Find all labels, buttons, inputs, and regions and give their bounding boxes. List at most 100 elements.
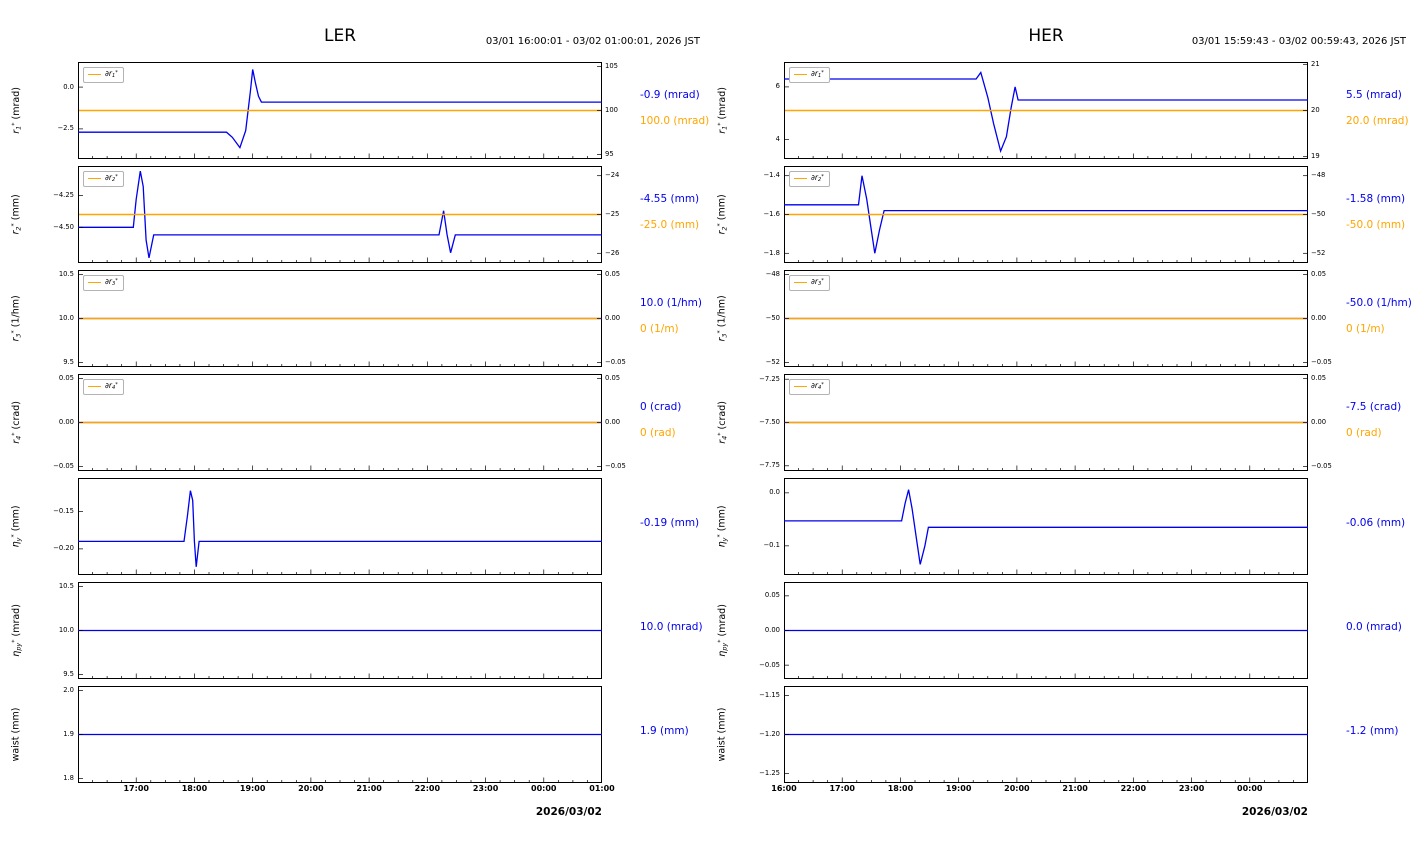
legend-label: ∂r3*	[105, 277, 118, 288]
plot-canvas-ler-etay	[78, 478, 602, 575]
y-tick-label: −4.25	[53, 190, 74, 199]
legend-line-swatch	[88, 74, 101, 76]
y2-tick-label: 0.00	[1311, 314, 1327, 322]
y2-tick-label: 21	[1311, 59, 1320, 68]
x-tick-label: 20:00	[1004, 784, 1030, 793]
x-tick-label: 23:00	[1178, 784, 1205, 793]
y-tick-label: 1.9	[63, 730, 74, 738]
current-value-blue-waist: -1.2 (mm)	[1346, 724, 1399, 737]
y-tick-label: 2.0	[63, 685, 74, 694]
current-value-orange-r4: 0 (rad)	[1346, 427, 1382, 440]
current-value-orange-r3: 0 (1/m)	[1346, 323, 1385, 336]
plot-her-etapy: 0.05 0.00 −0.05 ηpy* (mrad) 0.0 (mrad)	[706, 582, 1412, 679]
y2-tick-label: −52	[1311, 248, 1326, 257]
y2-tick-label: 0.05	[1311, 269, 1327, 278]
plot-canvas-ler-r3	[78, 270, 602, 367]
current-value-blue-r1: 5.5 (mrad)	[1346, 89, 1402, 102]
y2-tick-label: 105	[605, 61, 618, 70]
y-axis-label: r1* (mrad)	[0, 62, 65, 159]
y2-tick-label: −0.05	[605, 358, 626, 367]
y-axis-label: r2* (mm)	[0, 166, 65, 263]
plot-ler-waist: 2.0 1.9 1.8 waist (mm) 1.9 (mm)	[0, 686, 706, 783]
y-tick-label: −1.15	[759, 690, 780, 699]
current-value-blue-etapy: 0.0 (mrad)	[1346, 620, 1402, 633]
x-tick-label: 20:00	[298, 784, 324, 793]
legend-r3: ∂r3*	[789, 275, 830, 291]
panel-title-ler: LER	[323, 26, 357, 46]
y-tick-label: −7.75	[759, 461, 780, 470]
legend-line-swatch	[88, 282, 101, 284]
current-value-blue-r2: -1.58 (mm)	[1346, 193, 1406, 206]
x-tick-label: 17:00	[123, 784, 149, 793]
legend-line-swatch	[794, 178, 807, 180]
y-tick-label: −7.25	[759, 374, 780, 383]
x-tick-label: 00:00	[1237, 784, 1263, 793]
y2-tick-label: 0.00	[1311, 418, 1327, 426]
current-value-blue-r1: -0.9 (mrad)	[640, 89, 700, 102]
y-tick-label: −1.20	[759, 730, 780, 738]
y2-tick-label: 0.00	[605, 314, 621, 322]
legend-line-swatch	[88, 386, 101, 388]
y-axis-label-text: ηy* (mm)	[715, 505, 729, 548]
plot-ler-r3: 10.5 10.0 9.5 0.05 0.00 −0.05 r3* (1/hm) ∂r3* 10…	[0, 270, 706, 367]
current-value-orange-r4: 0 (rad)	[640, 427, 676, 440]
y2-tick-label: −0.05	[1311, 462, 1332, 471]
y-tick-label: 4	[775, 134, 780, 143]
y2-tick-label: −0.05	[1311, 358, 1332, 367]
plot-canvas-ler-r1	[78, 62, 602, 159]
legend-label: ∂r2*	[811, 173, 824, 184]
y-tick-label: −1.4	[763, 171, 780, 180]
y-tick-label: 0.05	[58, 373, 74, 382]
plot-ler-r1: 0.0 −2.5 105 100 95 r1* (mrad) ∂r1* -0.9 (mrad)…	[0, 61, 709, 159]
y2-tick-label: −24	[605, 171, 620, 180]
x-tick-label: 00:00	[531, 784, 557, 793]
y2-tick-label: −0.05	[605, 462, 626, 471]
y-tick-label: 1.8	[63, 774, 74, 783]
current-value-blue-etay: -0.19 (mm)	[640, 516, 700, 529]
y2-tick-label: −48	[1311, 171, 1326, 180]
y-tick-label: −1.8	[763, 248, 780, 257]
y2-tick-label: −25	[605, 210, 620, 218]
y-tick-label: 0.0	[769, 488, 780, 497]
date-label-her: 2026/03/02	[1241, 806, 1308, 818]
legend-line-swatch	[794, 386, 807, 388]
x-tick-label: 18:00	[181, 784, 208, 793]
current-value-orange-r3: 0 (1/m)	[640, 323, 679, 336]
y-tick-label: 10.5	[58, 269, 74, 278]
y-tick-label: 10.5	[58, 581, 74, 590]
legend-line-swatch	[88, 178, 101, 180]
current-value-orange-r2: -50.0 (mm)	[1346, 219, 1406, 232]
date-label-ler: 2026/03/02	[535, 806, 602, 818]
legend-line-swatch	[794, 282, 807, 284]
plot-her-waist: −1.15 −1.20 −1.25 waist (mm) -1.2 (mm)	[706, 686, 1412, 783]
plot-canvas-ler-r4	[78, 374, 602, 471]
x-tick-label: 01:00	[589, 784, 615, 793]
plot-canvas-ler-etapy	[78, 582, 602, 679]
plot-ler-r4: 0.05 0.00 −0.05 0.05 0.00 −0.05 r4* (crad) ∂r4*…	[0, 374, 706, 471]
plot-canvas-her-etapy	[784, 582, 1308, 679]
plot-ler-r2: −4.25 −4.50 −24 −25 −26 r2* (mm) ∂r2* -4.55 (mm…	[0, 166, 706, 263]
y2-tick-label: −50	[1311, 210, 1326, 218]
y-tick-label: −0.20	[53, 544, 74, 553]
y-tick-label: 0.0	[63, 82, 74, 91]
y-tick-label: 6	[775, 82, 780, 91]
legend-label: ∂r4*	[811, 381, 824, 392]
plot-ler-etapy: 10.5 10.0 9.5 ηpy* (mrad) 10.0 (mrad)	[0, 582, 706, 679]
x-tick-label: 16:00	[771, 784, 797, 793]
plot-stack-ler: 0.0 −2.5 105 100 95 r1* (mrad) ∂r1* -0.9 (mrad)…	[0, 61, 709, 784]
y-tick-label: 9.5	[63, 670, 74, 679]
y2-tick-label: 20	[1311, 106, 1320, 114]
y2-tick-label: 0.05	[605, 373, 621, 382]
time-range-label-ler: 03/01 16:00:01 - 03/02 01:00:01, 2026 JS…	[485, 36, 700, 47]
y-tick-label: 9.5	[63, 358, 74, 367]
plot-ler-etay: −0.15 −0.20 ηy* (mm) -0.19 (mm)	[0, 478, 706, 575]
y-tick-label: 0.05	[764, 591, 780, 600]
panel-ler: LER 03/01 16:00:01 - 03/02 01:00:01, 202…	[0, 26, 710, 818]
x-axis-labels-her: 16:00 17:00 18:00 19:00 20:00 21:00 22:00 23:00…	[706, 784, 1412, 796]
plot-canvas-her-r2	[784, 166, 1308, 263]
legend-r2: ∂r2*	[83, 171, 124, 187]
x-tick-label: 18:00	[887, 784, 914, 793]
panel-her: HER 03/01 15:59:43 - 03/02 00:59:43, 202…	[706, 0, 1412, 864]
x-tick-label: 22:00	[414, 784, 441, 793]
plot-her-r4: −7.25 −7.50 −7.75 0.05 0.00 −0.05 r4* (crad) ∂r…	[706, 374, 1412, 471]
